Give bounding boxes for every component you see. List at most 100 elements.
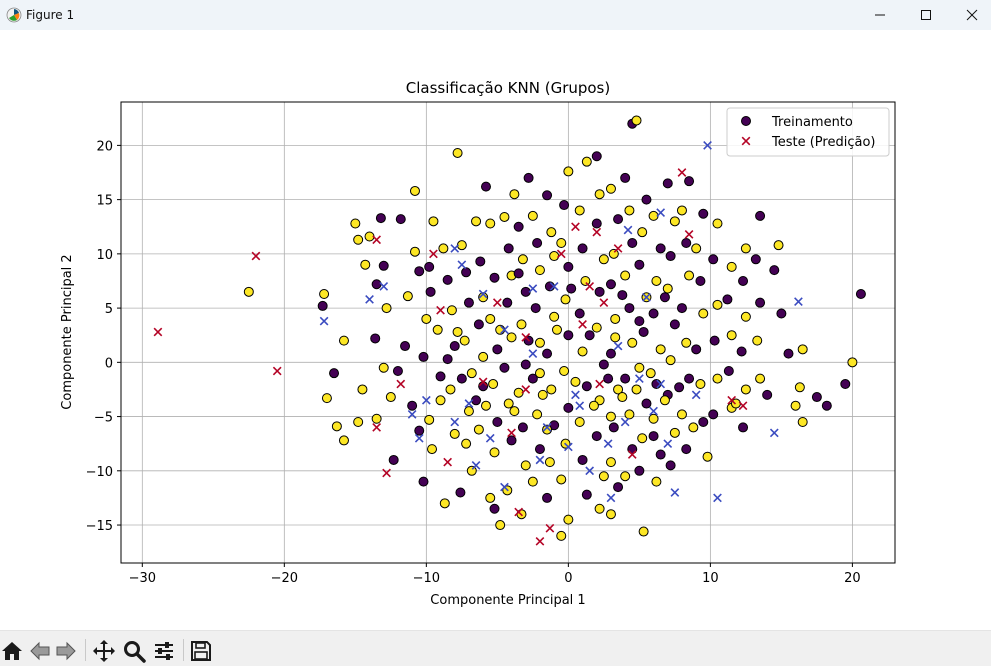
train-point — [544, 457, 555, 468]
train-point — [549, 311, 560, 322]
train-point — [695, 275, 706, 286]
close-button[interactable] — [949, 0, 991, 30]
train-point — [559, 200, 570, 211]
train-point — [532, 238, 543, 249]
train-point — [442, 274, 453, 285]
train-point — [350, 218, 361, 229]
train-point — [708, 409, 719, 420]
train-point — [613, 482, 624, 493]
test-point — [677, 168, 687, 177]
train-point — [684, 373, 695, 384]
train-point — [637, 227, 648, 238]
train-point — [726, 330, 737, 341]
test-point — [571, 222, 580, 232]
back-button[interactable] — [28, 639, 52, 663]
configure-subplots-button[interactable] — [152, 639, 176, 663]
train-point — [620, 270, 631, 281]
train-point — [638, 526, 649, 537]
train-point — [563, 330, 574, 341]
test-point — [599, 298, 609, 308]
train-point — [489, 272, 500, 283]
train-point — [605, 509, 616, 520]
test-point — [457, 260, 467, 270]
train-point — [418, 351, 429, 362]
train-point — [520, 359, 531, 370]
test-point — [563, 442, 573, 452]
legend-test-label: Teste (Predição) — [771, 135, 875, 150]
toolbar-separator — [85, 639, 86, 661]
train-point — [502, 297, 513, 308]
save-button[interactable] — [189, 639, 213, 663]
train-point — [527, 210, 538, 221]
train-point — [375, 213, 386, 224]
train-point — [648, 413, 659, 424]
train-point — [506, 435, 517, 446]
train-point — [495, 520, 506, 531]
train-point — [691, 344, 702, 355]
test-point — [542, 423, 552, 432]
train-point — [537, 389, 548, 400]
test-point — [372, 235, 381, 245]
test-point — [443, 457, 453, 467]
train-point — [459, 335, 470, 346]
test-point — [613, 244, 623, 253]
train-point — [492, 344, 503, 355]
x-axis-label: Componente Principal 1 — [430, 593, 585, 608]
train-point — [605, 279, 616, 290]
train-point — [556, 238, 567, 249]
train-point — [542, 190, 553, 201]
train-point — [532, 409, 543, 420]
train-point — [662, 283, 673, 294]
train-point — [414, 266, 425, 277]
train-point — [631, 115, 642, 126]
train-point — [588, 400, 599, 411]
train-point — [485, 313, 496, 324]
train-point — [563, 514, 574, 525]
train-point — [424, 261, 435, 272]
train-point — [485, 492, 496, 503]
maximize-button[interactable] — [903, 0, 949, 30]
train-point — [527, 476, 538, 487]
train-point — [605, 348, 616, 359]
y-tick-label: 5 — [105, 302, 113, 317]
train-point — [461, 267, 472, 278]
train-point — [534, 368, 545, 379]
train-point — [691, 243, 702, 254]
train-point — [594, 286, 605, 297]
train-point — [776, 308, 787, 319]
pan-button[interactable] — [92, 639, 116, 663]
minimize-button[interactable] — [857, 0, 903, 30]
train-point — [755, 373, 766, 384]
train-point — [523, 172, 534, 183]
home-button[interactable] — [0, 639, 24, 663]
train-point — [549, 251, 560, 262]
x-tick-label: −30 — [129, 571, 156, 586]
toolbar-separator — [183, 639, 184, 661]
train-point — [723, 366, 734, 377]
zoom-button[interactable] — [122, 639, 146, 663]
test-point — [478, 377, 488, 387]
train-point — [738, 275, 749, 286]
train-point — [594, 189, 605, 200]
test-point — [528, 284, 538, 293]
train-point — [392, 366, 403, 377]
train-point — [577, 454, 588, 465]
y-tick-label: 0 — [105, 356, 113, 371]
train-point — [370, 333, 381, 344]
forward-button[interactable] — [54, 639, 78, 663]
train-point — [684, 176, 695, 187]
train-point — [449, 428, 460, 439]
train-point — [455, 487, 466, 498]
test-point — [535, 455, 545, 465]
train-point — [317, 300, 328, 311]
train-point — [321, 393, 332, 404]
train-point — [466, 368, 477, 379]
test-point — [382, 468, 391, 478]
test-point — [556, 249, 566, 259]
train-point — [736, 346, 747, 357]
legend-train-marker — [741, 116, 751, 126]
train-point — [577, 243, 588, 254]
train-point — [752, 335, 763, 346]
test-point — [478, 289, 488, 299]
train-point — [584, 330, 595, 341]
